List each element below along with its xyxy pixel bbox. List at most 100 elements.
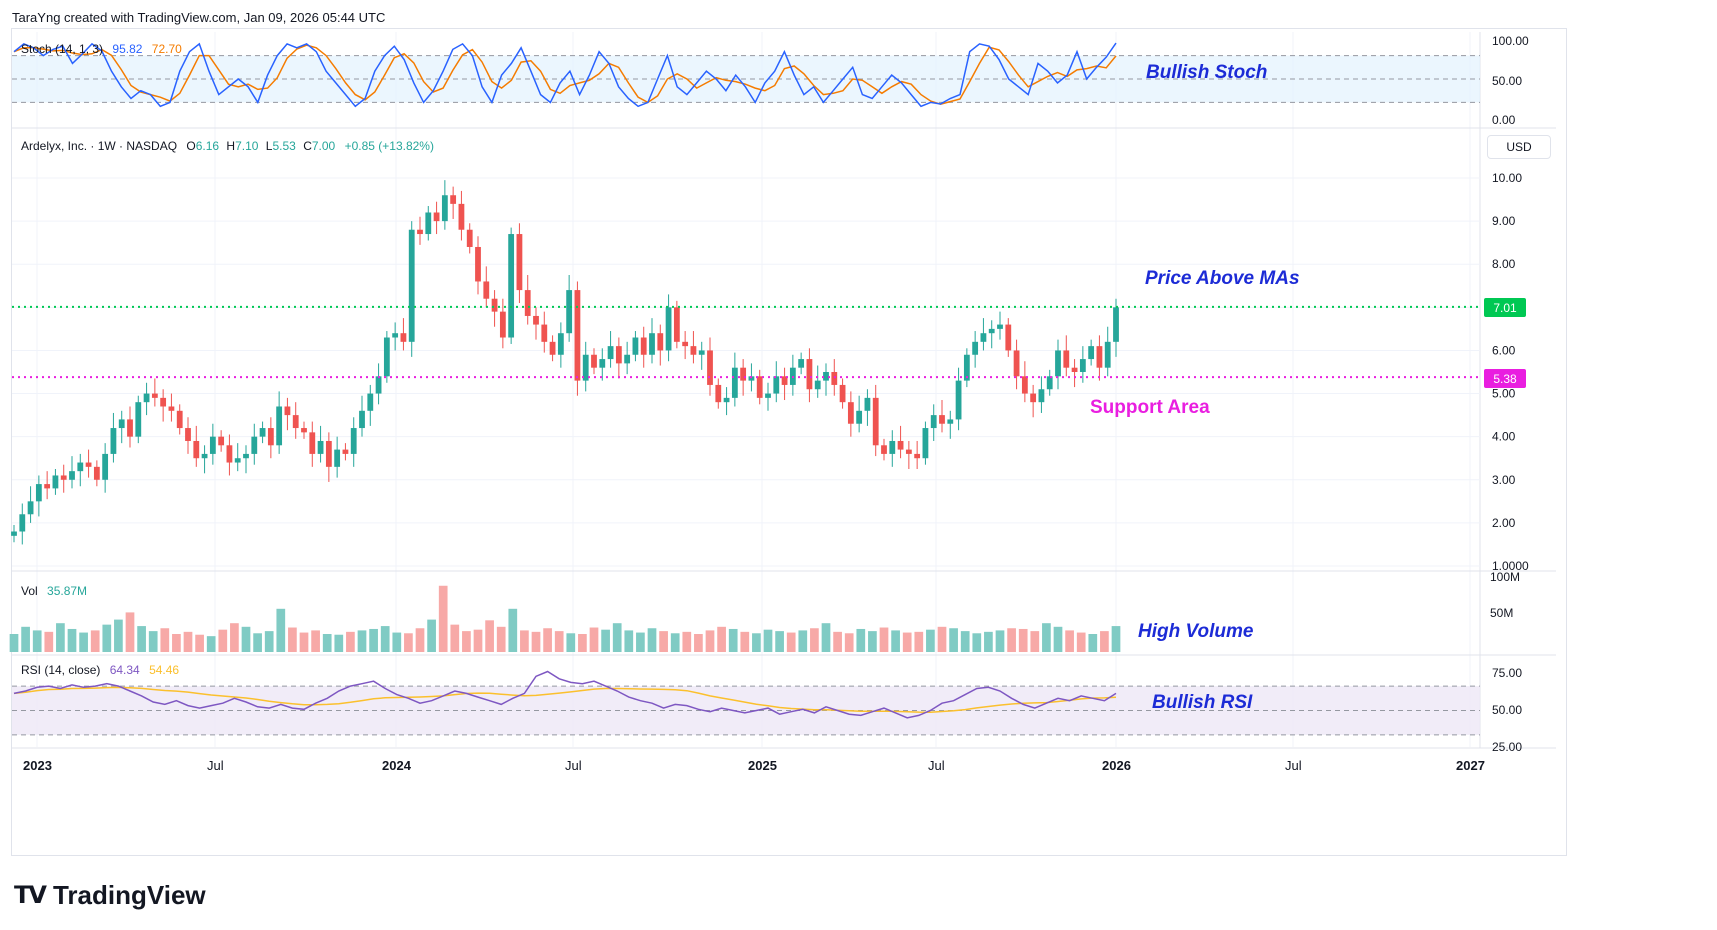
candle-body (35, 484, 42, 502)
volume-bar (554, 631, 564, 652)
volume-bar (160, 628, 170, 652)
candle-body (715, 384, 722, 403)
candle-body (392, 333, 399, 338)
candle-body (624, 354, 631, 364)
price-axis-label: 8.00 (1492, 257, 1516, 271)
candle-body (85, 462, 92, 467)
brand-name: TradingView (52, 880, 206, 910)
volume-bar (972, 633, 982, 652)
candle-body (897, 440, 904, 450)
candle-body (723, 397, 730, 403)
candle-body (11, 531, 17, 536)
volume-bar (821, 623, 831, 652)
volume-bar (415, 628, 425, 652)
volume-bar (125, 612, 135, 652)
volume-bar (566, 633, 576, 652)
rsi-line (13, 670, 1117, 719)
candle-body (806, 359, 813, 390)
rsi-annotation: Bullish RSI (1152, 692, 1253, 713)
candle-body (524, 290, 531, 316)
candle-body (541, 324, 548, 342)
rsi-axis-label: 50.00 (1492, 703, 1522, 717)
volume-bar (1042, 623, 1051, 652)
candle-body (781, 376, 788, 385)
candle-body (673, 307, 680, 342)
candle-body (151, 393, 158, 398)
candle-body (922, 428, 929, 459)
volume-bar (380, 626, 390, 652)
tradingview-logo[interactable]: 𝗧𝗩 TradingView (14, 880, 206, 911)
stoch-d-value: 72.70 (151, 42, 182, 56)
candle-body (566, 290, 573, 334)
volume-bar (763, 629, 773, 652)
price-axis-label: 9.00 (1492, 214, 1516, 228)
volume-bar (891, 630, 900, 652)
candle-body (731, 367, 738, 398)
candle-body (765, 393, 771, 398)
stoch-d-line (13, 44, 1117, 105)
candle-body (615, 346, 622, 364)
volume-bar (937, 626, 947, 652)
candle-body (118, 419, 125, 429)
volume-bar (450, 624, 460, 652)
candle-body (201, 453, 208, 459)
candle-body (475, 246, 481, 282)
candle-body (499, 311, 506, 338)
stoch-axis-label: 50.00 (1492, 74, 1522, 88)
close-label: C (303, 139, 312, 153)
candle-body (1030, 393, 1037, 403)
volume-bar (578, 634, 587, 652)
time-axis-label: 2026 (1102, 758, 1131, 773)
volume-bar (659, 631, 668, 652)
candle-body (276, 406, 283, 446)
candle-body (375, 376, 382, 394)
stoch-axis-label: 0.00 (1492, 113, 1516, 127)
volume-bar (531, 631, 541, 652)
volume-bar (114, 619, 123, 652)
volume-bar (508, 608, 518, 652)
candle-body (773, 376, 780, 394)
volume-bar (288, 627, 297, 652)
time-axis-label: Jul (565, 758, 582, 773)
volume-bar (949, 628, 958, 652)
volume-bar (404, 633, 413, 652)
currency-button[interactable]: USD (1487, 135, 1551, 159)
rsi-ma-line (13, 686, 1117, 713)
rsi-value: 64.34 (109, 663, 140, 677)
candle-body (27, 501, 34, 515)
candle-body (450, 195, 457, 204)
volume-bar (311, 630, 320, 652)
candle-body (251, 436, 258, 454)
volume-bar (728, 628, 738, 652)
candle-body (1038, 389, 1045, 403)
candle-body (657, 333, 664, 351)
stoch-k-line (13, 42, 1117, 108)
candle-body (317, 440, 324, 454)
candle-body (110, 428, 117, 454)
volume-bar (438, 585, 448, 652)
volume-bar (322, 634, 332, 652)
volume-bar (624, 630, 634, 652)
volume-bar (102, 624, 112, 652)
candle-body (1096, 346, 1103, 368)
volume-bar (984, 631, 993, 652)
volume-bar (369, 628, 378, 652)
candle-body (963, 354, 970, 381)
volume-bar (844, 633, 854, 652)
candle-body (856, 410, 863, 424)
volume-bar (299, 632, 309, 652)
candle-body (607, 346, 614, 360)
candle-body (914, 453, 921, 459)
candle-body (19, 514, 26, 532)
volume-annotation: High Volume (1138, 621, 1254, 642)
candle-body (226, 445, 233, 463)
candle-body (259, 428, 266, 437)
volume-bar (1100, 631, 1109, 652)
open-label: O (186, 139, 196, 153)
volume-bar (717, 626, 726, 652)
candle-body (881, 445, 887, 454)
volume-bar (879, 627, 889, 652)
candle-body (284, 406, 291, 416)
volume-bar (230, 623, 239, 652)
